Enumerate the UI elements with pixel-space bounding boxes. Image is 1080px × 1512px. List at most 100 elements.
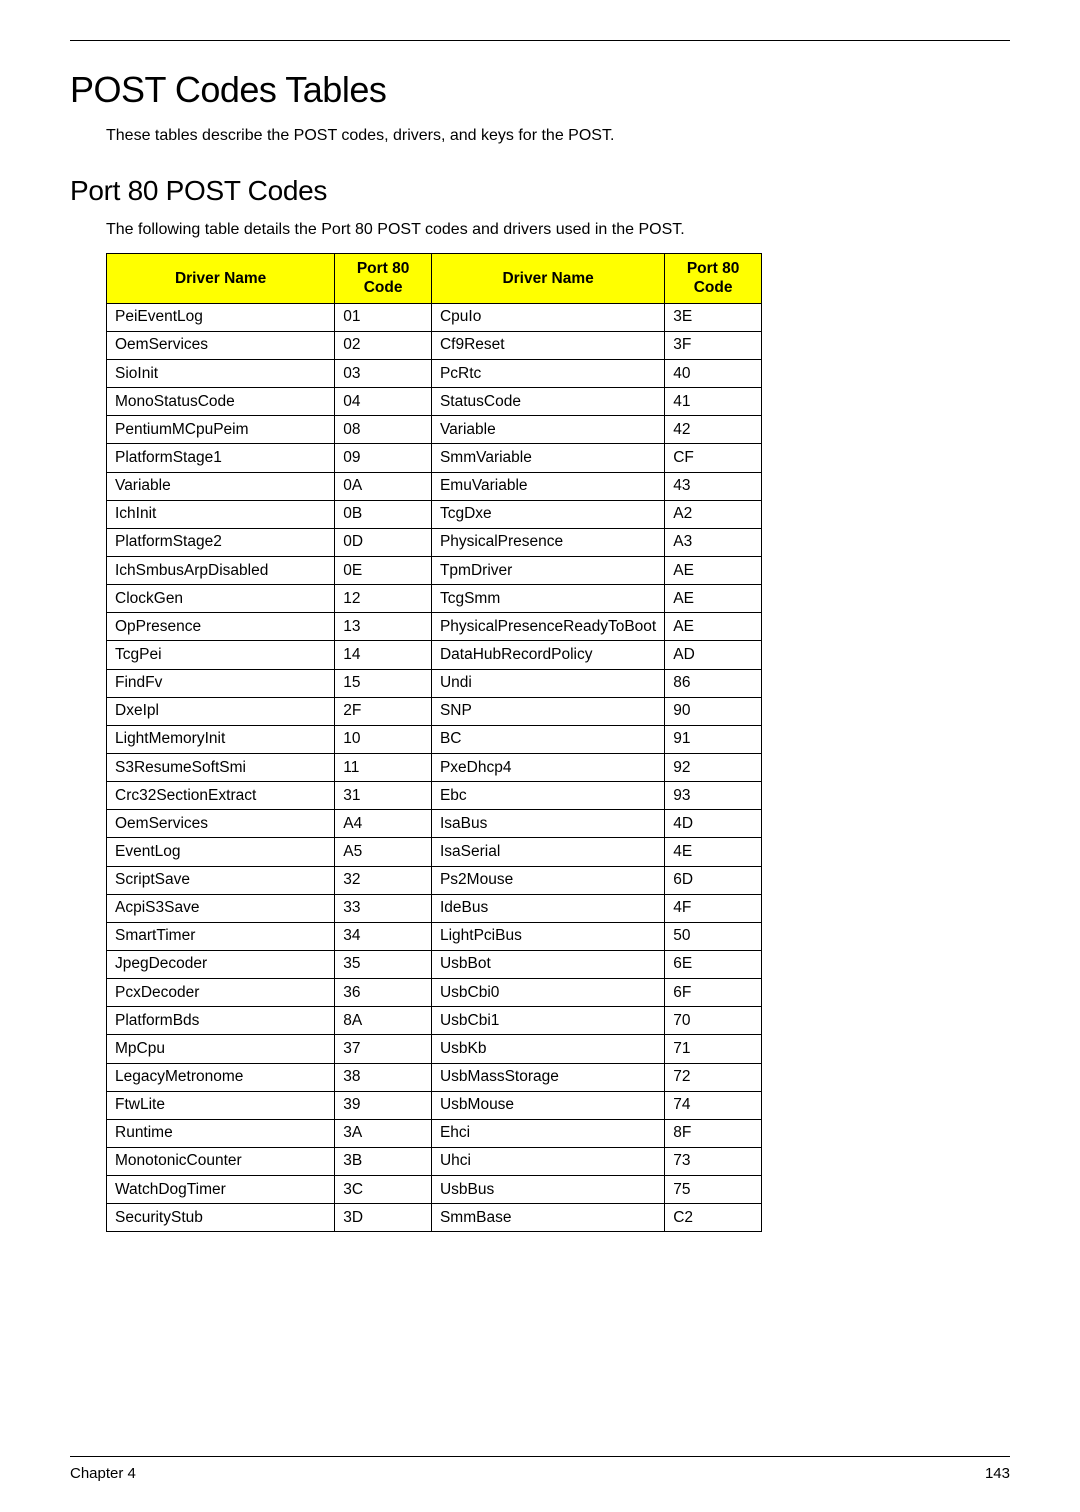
th-port80-1-line1: Port 80 xyxy=(357,260,410,277)
cell-code-1: 3B xyxy=(335,1147,432,1175)
table-row: PlatformBds8AUsbCbi170 xyxy=(107,1007,762,1035)
cell-driver-1: PlatformBds xyxy=(107,1007,335,1035)
cell-driver-2: CpuIo xyxy=(431,303,664,331)
cell-code-2: 91 xyxy=(665,725,762,753)
cell-driver-1: SmartTimer xyxy=(107,922,335,950)
sub-paragraph: The following table details the Port 80 … xyxy=(106,221,1010,239)
cell-code-1: 36 xyxy=(335,979,432,1007)
cell-code-2: AE xyxy=(665,613,762,641)
cell-driver-1: IchSmbusArpDisabled xyxy=(107,557,335,585)
table-row: IchSmbusArpDisabled0ETpmDriverAE xyxy=(107,557,762,585)
cell-driver-2: PxeDhcp4 xyxy=(431,754,664,782)
cell-code-2: 71 xyxy=(665,1035,762,1063)
cell-driver-1: Variable xyxy=(107,472,335,500)
table-row: Variable0AEmuVariable43 xyxy=(107,472,762,500)
table-row: SmartTimer34LightPciBus50 xyxy=(107,922,762,950)
table-row: OpPresence13PhysicalPresenceReadyToBootA… xyxy=(107,613,762,641)
cell-driver-1: SecurityStub xyxy=(107,1204,335,1232)
cell-driver-2: IdeBus xyxy=(431,894,664,922)
cell-driver-1: TcgPei xyxy=(107,641,335,669)
th-port80-code-2: Port 80 Code xyxy=(665,254,762,304)
cell-driver-2: IsaBus xyxy=(431,810,664,838)
table-body: PeiEventLog01CpuIo3EOemServices02Cf9Rese… xyxy=(107,303,762,1232)
cell-code-2: 72 xyxy=(665,1063,762,1091)
cell-code-1: 32 xyxy=(335,866,432,894)
cell-driver-1: OemServices xyxy=(107,331,335,359)
cell-driver-1: PlatformStage1 xyxy=(107,444,335,472)
cell-driver-1: IchInit xyxy=(107,500,335,528)
cell-code-1: 09 xyxy=(335,444,432,472)
cell-driver-2: SNP xyxy=(431,697,664,725)
cell-code-2: 3E xyxy=(665,303,762,331)
cell-code-1: 39 xyxy=(335,1091,432,1119)
cell-code-1: 0A xyxy=(335,472,432,500)
cell-driver-1: PlatformStage2 xyxy=(107,528,335,556)
cell-code-1: 31 xyxy=(335,782,432,810)
cell-code-1: 3C xyxy=(335,1176,432,1204)
cell-code-1: 15 xyxy=(335,669,432,697)
footer-chapter: Chapter 4 xyxy=(70,1465,136,1482)
cell-driver-2: BC xyxy=(431,725,664,753)
cell-driver-2: Ehci xyxy=(431,1119,664,1147)
table-row: ScriptSave32Ps2Mouse6D xyxy=(107,866,762,894)
cell-driver-1: JpegDecoder xyxy=(107,950,335,978)
table-row: IchInit0BTcgDxeA2 xyxy=(107,500,762,528)
table-head: Driver Name Port 80 Code Driver Name Por… xyxy=(107,254,762,304)
cell-code-2: 3F xyxy=(665,331,762,359)
cell-driver-1: FindFv xyxy=(107,669,335,697)
cell-driver-1: OemServices xyxy=(107,810,335,838)
cell-driver-2: UsbCbi1 xyxy=(431,1007,664,1035)
table-row: MonoStatusCode04StatusCode41 xyxy=(107,388,762,416)
cell-driver-1: LegacyMetronome xyxy=(107,1063,335,1091)
cell-driver-1: PeiEventLog xyxy=(107,303,335,331)
table-row: AcpiS3Save33IdeBus4F xyxy=(107,894,762,922)
cell-code-1: 35 xyxy=(335,950,432,978)
cell-driver-2: Undi xyxy=(431,669,664,697)
cell-driver-1: AcpiS3Save xyxy=(107,894,335,922)
table-row: Runtime3AEhci8F xyxy=(107,1119,762,1147)
cell-code-2: 6F xyxy=(665,979,762,1007)
heading-1: POST Codes Tables xyxy=(70,69,1010,111)
cell-code-2: 70 xyxy=(665,1007,762,1035)
cell-code-1: 11 xyxy=(335,754,432,782)
cell-code-1: 03 xyxy=(335,360,432,388)
cell-code-1: 14 xyxy=(335,641,432,669)
table-row: LegacyMetronome38UsbMassStorage72 xyxy=(107,1063,762,1091)
header-row: Driver Name Port 80 Code Driver Name Por… xyxy=(107,254,762,304)
cell-code-2: A2 xyxy=(665,500,762,528)
cell-code-1: 3A xyxy=(335,1119,432,1147)
th-port80-1-line2: Code xyxy=(364,279,403,296)
cell-driver-1: MonotonicCounter xyxy=(107,1147,335,1175)
cell-driver-1: ClockGen xyxy=(107,585,335,613)
cell-driver-1: Runtime xyxy=(107,1119,335,1147)
cell-code-2: A3 xyxy=(665,528,762,556)
cell-code-2: 6D xyxy=(665,866,762,894)
cell-code-2: 73 xyxy=(665,1147,762,1175)
cell-driver-2: PhysicalPresenceReadyToBoot xyxy=(431,613,664,641)
cell-code-2: 4E xyxy=(665,838,762,866)
cell-code-2: 92 xyxy=(665,754,762,782)
th-port80-2-line1: Port 80 xyxy=(687,260,740,277)
table-row: PcxDecoder36UsbCbi06F xyxy=(107,979,762,1007)
th-port80-code-1: Port 80 Code xyxy=(335,254,432,304)
cell-code-1: 38 xyxy=(335,1063,432,1091)
cell-code-1: 10 xyxy=(335,725,432,753)
cell-driver-1: SioInit xyxy=(107,360,335,388)
cell-code-2: AE xyxy=(665,557,762,585)
page-footer: Chapter 4 143 xyxy=(70,1456,1010,1482)
cell-code-2: 4F xyxy=(665,894,762,922)
cell-driver-2: StatusCode xyxy=(431,388,664,416)
table-row: TcgPei14DataHubRecordPolicyAD xyxy=(107,641,762,669)
cell-code-1: A4 xyxy=(335,810,432,838)
cell-driver-1: ScriptSave xyxy=(107,866,335,894)
cell-driver-2: SmmBase xyxy=(431,1204,664,1232)
cell-driver-1: WatchDogTimer xyxy=(107,1176,335,1204)
cell-code-2: C2 xyxy=(665,1204,762,1232)
cell-code-1: 12 xyxy=(335,585,432,613)
cell-driver-2: PcRtc xyxy=(431,360,664,388)
cell-code-1: 2F xyxy=(335,697,432,725)
cell-code-2: 93 xyxy=(665,782,762,810)
th-port80-2-line2: Code xyxy=(694,279,733,296)
cell-driver-2: UsbCbi0 xyxy=(431,979,664,1007)
table-row: OemServices02Cf9Reset3F xyxy=(107,331,762,359)
